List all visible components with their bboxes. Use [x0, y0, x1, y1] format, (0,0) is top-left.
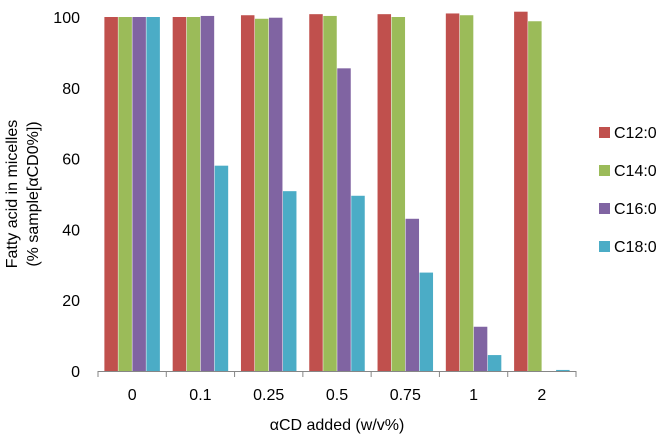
x-tick-label: 0.5 [326, 387, 348, 404]
bar-C180-0_5 [351, 195, 365, 371]
y-axis-title-line1: Fatty acid in micelles [4, 120, 21, 269]
y-tick-label: 60 [62, 152, 80, 169]
y-tick-label: 0 [71, 364, 80, 381]
x-axis [97, 371, 577, 377]
y-tick-label: 40 [62, 222, 80, 239]
legend-swatch [599, 241, 610, 252]
bar-C160-1 [473, 326, 488, 371]
y-axis-title-line2: (% sample[αCD0%]) [25, 121, 42, 266]
bar-C120-0 [104, 17, 118, 371]
bar-C140-0_25 [254, 18, 269, 372]
y-tick-label: 80 [62, 81, 80, 98]
bar-C120-2 [514, 11, 528, 371]
bar-C180-0_25 [282, 191, 297, 371]
y-axis-ticks: 0 20 40 60 80 100 [53, 10, 80, 381]
y-tick-label: 100 [53, 10, 80, 27]
y-tick-label: 20 [62, 293, 80, 310]
bar-C120-0_1 [172, 17, 187, 371]
bar-C180-0_1 [214, 165, 229, 371]
x-axis-ticks: 0 0.1 0.25 0.5 0.75 1 2 [128, 387, 547, 404]
x-tick-label: 0 [128, 387, 137, 404]
legend-swatch [599, 203, 610, 214]
bar-C120-0_5 [309, 14, 323, 371]
bar-C160-0_25 [268, 17, 283, 372]
bar-C140-2 [528, 21, 542, 371]
x-axis-title: αCD added (w/v%) [270, 417, 405, 434]
legend: C12:0 C14:0 C16:0 C18:0 [599, 125, 657, 256]
x-tick-label: 0.25 [253, 387, 284, 404]
legend-label: C14:0 [614, 163, 657, 180]
legend-label: C12:0 [614, 125, 657, 142]
legend-label: C16:0 [614, 201, 657, 218]
x-tick-label: 0.75 [390, 387, 421, 404]
bar-C160-0_5 [337, 68, 351, 371]
bar-C140-0_1 [186, 17, 201, 371]
bar-C120-0_25 [240, 15, 255, 371]
bar-C160-0 [132, 17, 146, 371]
bar-C180-0_75 [419, 272, 434, 371]
legend-swatch [599, 165, 610, 176]
bars [104, 11, 570, 372]
bar-C140-0_75 [391, 17, 406, 371]
bar-C140-1 [459, 15, 474, 371]
y-axis-title: Fatty acid in micelles (% sample[αCD0%]) [4, 120, 42, 269]
bar-C180-2 [556, 369, 570, 371]
x-tick-label: 2 [537, 387, 546, 404]
legend-label: C18:0 [614, 239, 657, 256]
bar-C160-0_75 [405, 218, 420, 371]
bar-C160-0_1 [200, 15, 215, 371]
bar-C140-0 [118, 17, 132, 371]
legend-swatch [599, 127, 610, 138]
bar-C180-0 [146, 17, 160, 371]
x-tick-label: 1 [469, 387, 478, 404]
bar-C140-0_5 [323, 15, 337, 371]
x-tick-label: 0.1 [189, 387, 211, 404]
bar-C120-1 [445, 13, 460, 372]
bar-C120-0_75 [377, 14, 392, 371]
bar-C180-1 [487, 355, 502, 371]
